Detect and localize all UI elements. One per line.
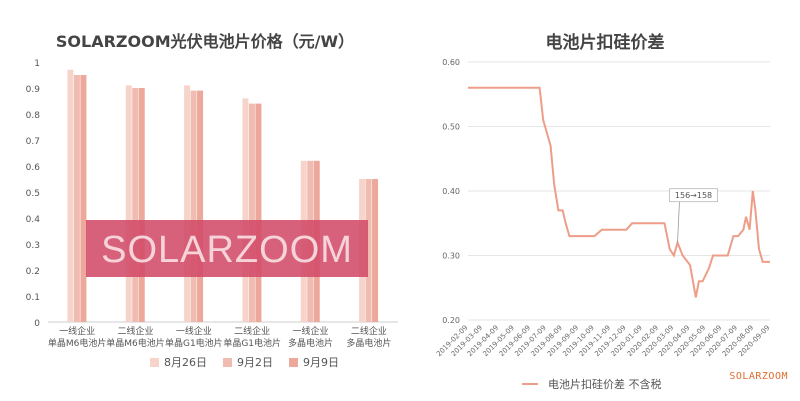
legend-label: 电池片扣硅价差 不含税: [548, 378, 662, 391]
spread-line: [468, 86, 770, 298]
x-category-label: 多晶电池片: [346, 337, 391, 349]
line-chart: 0.200.300.400.500.602019-02-092019-03-09…: [435, 58, 771, 358]
line-chart-legend: 电池片扣硅价差 不含税: [522, 376, 662, 392]
bar: [132, 88, 139, 322]
y-tick-label: 0.8: [26, 111, 41, 121]
legend-item: 8月26日: [150, 354, 207, 370]
price-chart-title: SOLARZOOM光伏电池片价格（元/W）: [55, 32, 355, 51]
x-category-label: 二线企业: [117, 325, 153, 337]
y-tick-label: 0.30: [442, 252, 460, 261]
bar: [248, 103, 255, 322]
x-category-label: 多晶电池片: [288, 337, 333, 349]
legend-item: 9月2日: [223, 354, 273, 370]
y-tick-label: 0.3: [26, 241, 40, 251]
bar-chart-legend: 8月26日 9月2日 9月9日: [150, 354, 339, 370]
bar: [242, 98, 249, 323]
y-tick-label: 0.2: [26, 267, 40, 277]
annotation-box: [669, 188, 718, 203]
spread-chart-panel: 电池片扣硅价差 0.20 0.30 0.40 0.50 0.60 2019-02-09 20…: [410, 0, 800, 401]
legend-item-spread: 电池片扣硅价差 不含税: [522, 376, 662, 392]
y-tick-label: 0.20: [442, 316, 460, 325]
legend-label: 9月2日: [237, 356, 273, 369]
legend-swatch: [289, 357, 298, 367]
bar: [197, 90, 204, 322]
watermark-text: SOLARZOOM: [101, 229, 353, 271]
brand-logo-text: SOLARZOOM: [729, 371, 788, 382]
x-category-label: 单晶G1电池片: [165, 337, 223, 349]
x-category-label: 二线企业: [234, 325, 270, 337]
bar-chart: 00.10.20.30.40.50.60.70.80.91一线企业单晶M6电池片…: [26, 59, 398, 349]
y-tick-label: 0.60: [442, 58, 460, 67]
price-chart-panel: SOLARZOOM光伏电池片价格（元/W） 0 0.1 0.2 0.3 0.4 0.5 0.…: [26, 32, 398, 370]
bar: [67, 69, 74, 322]
legend-item: 9月9日: [289, 354, 339, 370]
bar: [372, 179, 379, 322]
y-tick-label: 0.6: [26, 163, 41, 173]
legend-label: 9月9日: [303, 356, 339, 369]
y-tick-label: 0.7: [26, 137, 40, 147]
bar: [190, 90, 197, 322]
x-category-label: 单晶M6电池片: [106, 337, 165, 349]
watermark-band: [86, 220, 368, 277]
x-category-label: 一线企业: [292, 325, 328, 337]
x-category-label: 单晶M6电池片: [48, 337, 107, 349]
y-tick-label: 0.50: [442, 123, 460, 132]
y-tick-label: 0.1: [26, 293, 40, 303]
legend-line-swatch: [522, 383, 538, 385]
x-category-label: 一线企业: [59, 325, 95, 337]
bar: [125, 85, 132, 323]
bar: [80, 75, 87, 322]
legend-label: 8月26日: [164, 356, 207, 369]
bar: [138, 88, 145, 322]
legend-swatch: [223, 357, 232, 367]
y-tick-label: 0.5: [26, 189, 40, 199]
bar: [255, 103, 262, 322]
y-tick-label: 0.4: [26, 215, 41, 225]
annotation-text: 156→158: [675, 191, 712, 200]
x-category-label: 二线企业: [351, 325, 387, 337]
y-tick-label: 0: [34, 319, 40, 329]
bar: [73, 75, 80, 322]
spread-chart-title: 电池片扣硅价差: [545, 33, 665, 53]
legend-swatch: [150, 357, 159, 367]
y-tick-label: 0.9: [26, 85, 41, 95]
annotation-leader: [677, 200, 680, 243]
bar: [365, 179, 372, 322]
x-category-label: 单晶G1电池片: [223, 337, 281, 349]
bar: [184, 85, 191, 323]
y-tick-label: 0.40: [442, 187, 460, 196]
y-tick-label: 1: [34, 59, 40, 69]
x-category-label: 一线企业: [176, 325, 212, 337]
